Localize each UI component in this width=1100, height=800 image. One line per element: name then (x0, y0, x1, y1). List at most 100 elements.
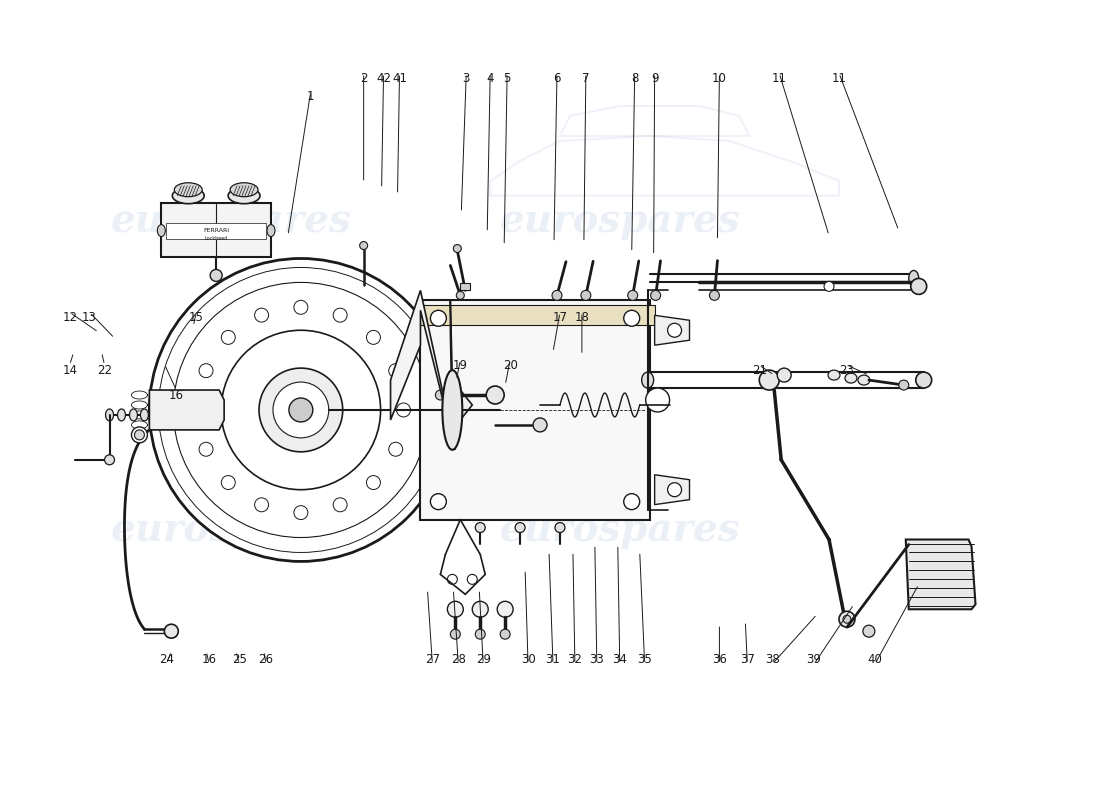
Circle shape (486, 386, 504, 404)
Circle shape (254, 498, 268, 512)
Ellipse shape (228, 188, 260, 204)
Circle shape (388, 442, 403, 456)
Text: 6: 6 (553, 72, 561, 85)
Circle shape (294, 300, 308, 314)
Text: 28: 28 (451, 653, 465, 666)
Circle shape (448, 602, 463, 618)
Ellipse shape (858, 375, 870, 385)
Text: 30: 30 (520, 653, 536, 666)
Text: 13: 13 (82, 310, 97, 324)
Circle shape (132, 427, 147, 443)
Polygon shape (450, 300, 472, 430)
Ellipse shape (641, 372, 653, 388)
Text: 25: 25 (232, 653, 246, 666)
Text: 36: 36 (712, 653, 727, 666)
Circle shape (289, 398, 312, 422)
Text: 12: 12 (63, 310, 77, 324)
Ellipse shape (141, 409, 149, 421)
Text: eurospares: eurospares (111, 510, 352, 549)
Text: 2: 2 (360, 72, 367, 85)
Circle shape (254, 308, 268, 322)
Circle shape (210, 270, 222, 282)
Circle shape (333, 308, 348, 322)
Ellipse shape (106, 409, 113, 421)
Circle shape (436, 390, 446, 400)
Polygon shape (390, 290, 455, 450)
Circle shape (258, 368, 343, 452)
Text: 31: 31 (546, 653, 560, 666)
Circle shape (650, 290, 661, 300)
Circle shape (134, 430, 144, 440)
Text: 19: 19 (453, 358, 468, 372)
Text: 23: 23 (839, 364, 855, 377)
Circle shape (552, 290, 562, 300)
Circle shape (430, 310, 447, 326)
Circle shape (150, 258, 452, 562)
Text: FERRARI: FERRARI (204, 228, 229, 233)
Circle shape (221, 330, 235, 344)
Bar (460, 283, 471, 290)
Text: 40: 40 (868, 653, 882, 666)
Circle shape (839, 611, 855, 627)
Text: 33: 33 (590, 653, 604, 666)
Circle shape (475, 522, 485, 533)
Circle shape (843, 615, 851, 623)
Circle shape (534, 418, 547, 432)
Circle shape (915, 372, 932, 388)
Circle shape (668, 323, 682, 338)
Circle shape (778, 368, 791, 382)
Ellipse shape (267, 225, 275, 237)
Text: Lockheed: Lockheed (205, 236, 228, 241)
Circle shape (628, 290, 638, 300)
Circle shape (273, 382, 329, 438)
Text: 34: 34 (613, 653, 627, 666)
Text: 32: 32 (568, 653, 582, 666)
Text: eurospares: eurospares (111, 202, 352, 240)
Circle shape (388, 364, 403, 378)
Text: 11: 11 (772, 72, 786, 85)
Text: 1: 1 (307, 90, 315, 102)
Ellipse shape (157, 225, 165, 237)
Circle shape (472, 602, 488, 618)
Circle shape (104, 455, 114, 465)
Circle shape (333, 498, 348, 512)
Text: 16: 16 (168, 389, 184, 402)
Circle shape (199, 364, 213, 378)
Circle shape (497, 602, 513, 618)
Circle shape (221, 475, 235, 490)
Text: 37: 37 (740, 653, 755, 666)
Text: 18: 18 (574, 310, 590, 324)
Circle shape (475, 630, 485, 639)
Text: 20: 20 (503, 358, 518, 372)
Text: 41: 41 (392, 72, 407, 85)
Circle shape (366, 475, 381, 490)
Circle shape (164, 624, 178, 638)
Circle shape (500, 630, 510, 639)
Circle shape (824, 282, 834, 291)
Ellipse shape (845, 373, 857, 383)
Ellipse shape (174, 182, 202, 197)
Text: 15: 15 (189, 310, 204, 324)
Text: 21: 21 (751, 364, 767, 377)
Text: 9: 9 (651, 72, 659, 85)
Circle shape (191, 403, 206, 417)
Text: 24: 24 (158, 653, 174, 666)
Circle shape (624, 494, 640, 510)
Ellipse shape (909, 270, 918, 286)
Circle shape (294, 506, 308, 519)
Text: 11: 11 (832, 72, 847, 85)
Circle shape (199, 442, 213, 456)
Text: eurospares: eurospares (499, 202, 740, 240)
Ellipse shape (130, 409, 138, 421)
Text: 29: 29 (475, 653, 491, 666)
Text: 38: 38 (764, 653, 780, 666)
Text: eurospares: eurospares (499, 510, 740, 549)
Polygon shape (654, 474, 690, 505)
Ellipse shape (828, 370, 840, 380)
Bar (166, 222, 266, 238)
Circle shape (646, 388, 670, 412)
Circle shape (624, 310, 640, 326)
Circle shape (450, 630, 460, 639)
Bar (420, 300, 650, 519)
Circle shape (453, 245, 461, 253)
